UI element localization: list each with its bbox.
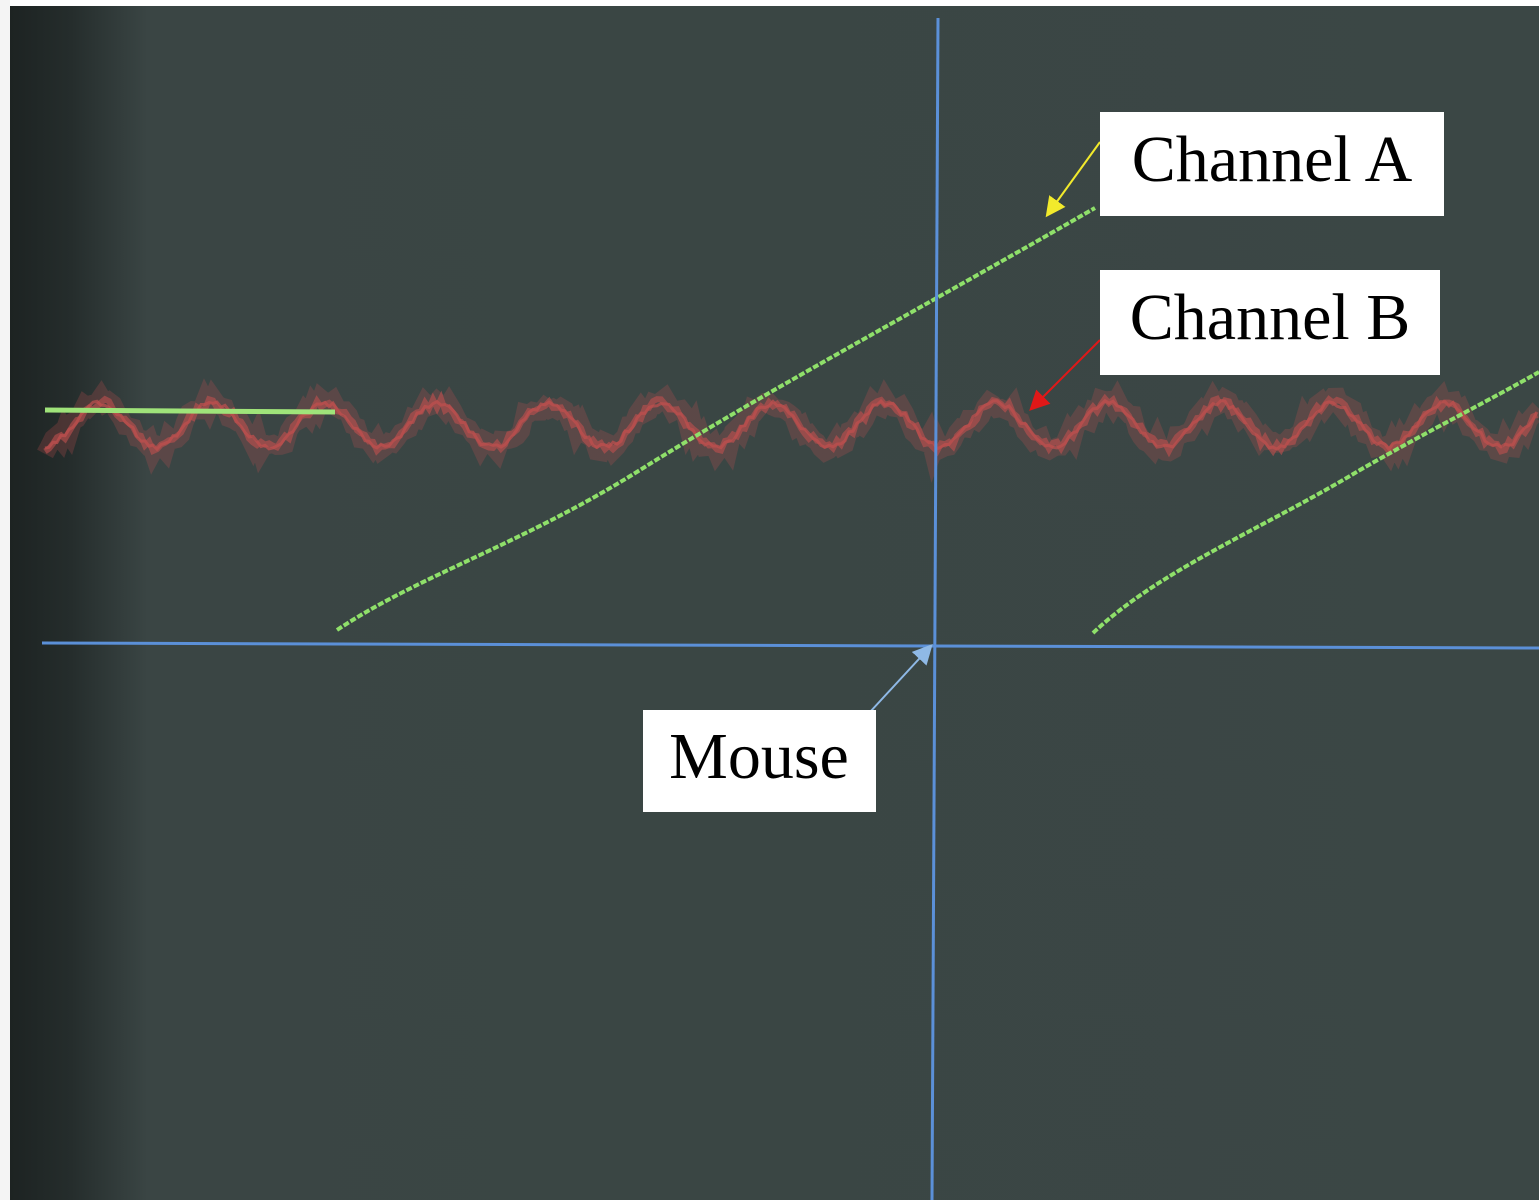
edge	[0, 0, 10, 1200]
channel-a-trace	[45, 410, 335, 412]
label: Mouse	[669, 720, 849, 793]
scope-photo: Channel A Channel B Mouse	[0, 0, 1539, 1200]
label: Channel B	[1130, 281, 1410, 354]
label: Channel A	[1132, 123, 1413, 196]
